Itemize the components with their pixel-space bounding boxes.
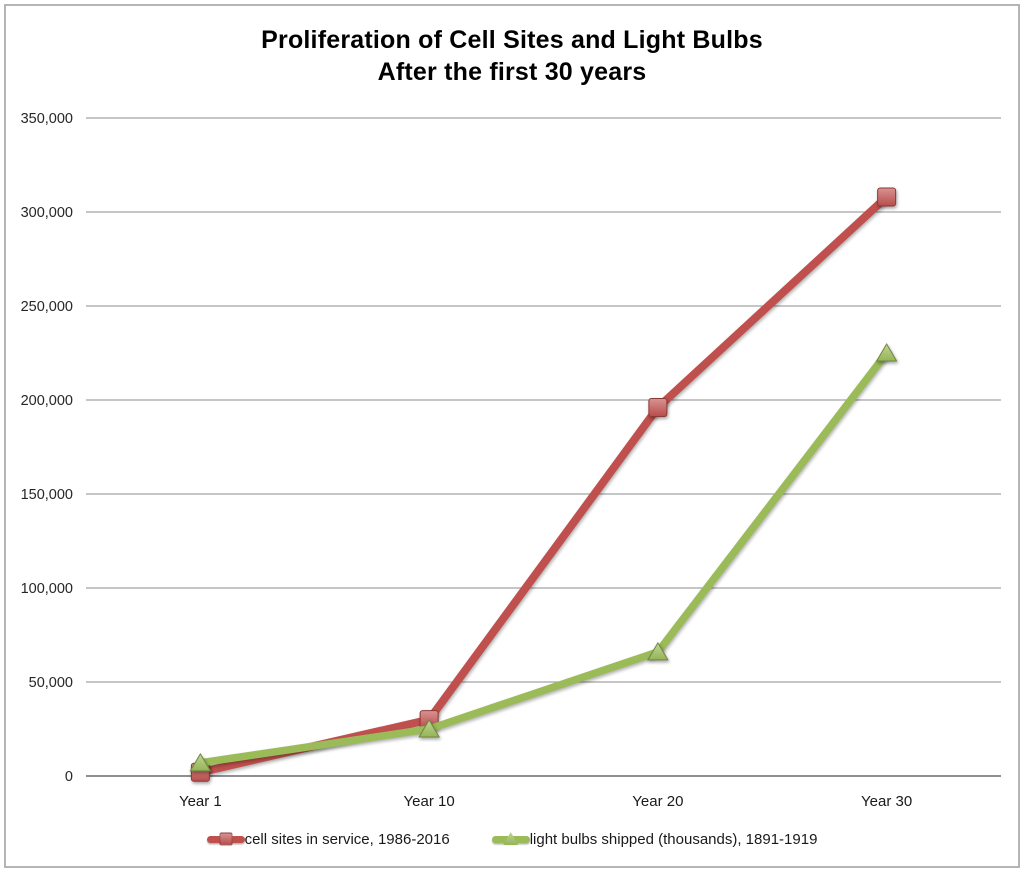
chart-subtitle: After the first 30 years <box>377 58 647 86</box>
y-axis-tick-label: 250,000 <box>21 299 73 315</box>
y-axis-tick-label: 200,000 <box>21 393 73 409</box>
cell-sites-marker[interactable] <box>877 187 897 207</box>
x-axis-category-label: Year 30 <box>861 793 912 810</box>
cell-sites-marker[interactable] <box>648 398 668 418</box>
y-axis-tick-label: 100,000 <box>21 581 73 597</box>
light-bulbs-marker[interactable] <box>875 343 898 362</box>
legend-item-light-bulbs[interactable]: light bulbs shipped (thousands), 1891-19… <box>491 830 818 848</box>
light-bulbs-marker[interactable] <box>189 752 212 772</box>
x-axis-category-label: Year 1 <box>179 793 222 810</box>
chart-title: Proliferation of Cell Sites and Light Bu… <box>261 26 763 54</box>
y-axis-tick-label: 350,000 <box>21 111 73 127</box>
y-axis-tick-label: 300,000 <box>21 205 73 221</box>
x-axis-category-label: Year 10 <box>404 793 455 810</box>
legend-label-light-bulbs: light bulbs shipped (thousands), 1891-19… <box>529 830 818 848</box>
chart-title-block: Proliferation of Cell Sites and Light Bu… <box>0 24 1024 88</box>
y-axis-tick-label: 0 <box>65 769 73 785</box>
light-bulbs-marker[interactable] <box>418 719 440 738</box>
legend-item-cell-sites[interactable]: cell sites in service, 1986-2016 <box>206 830 450 848</box>
y-axis-tick-label: 50,000 <box>29 675 73 691</box>
legend: cell sites in service, 1986-2016 light b… <box>0 824 1024 854</box>
y-axis-tick-label: 150,000 <box>21 487 73 503</box>
light-bulbs-line[interactable] <box>196 349 891 767</box>
x-axis-category-label: Year 20 <box>632 793 683 810</box>
cell-sites-series-icon <box>206 832 245 846</box>
light-bulbs-series-icon <box>491 831 530 845</box>
legend-label-cell-sites: cell sites in service, 1986-2016 <box>244 830 450 848</box>
light-bulbs-marker[interactable] <box>647 641 669 661</box>
